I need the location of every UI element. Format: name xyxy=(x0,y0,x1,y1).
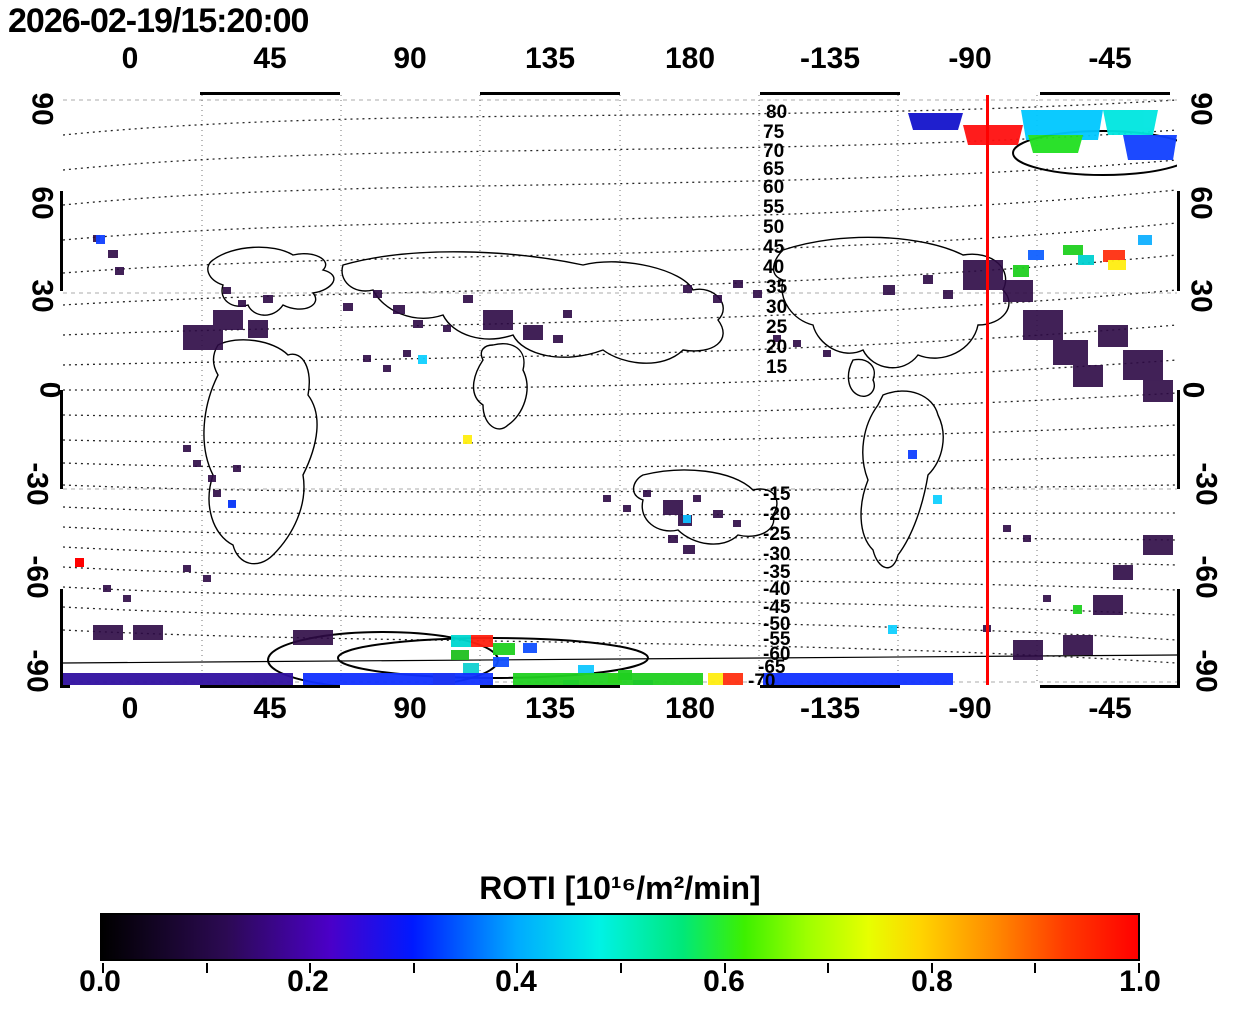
colorbar-tick-labels: 0.0 0.2 0.4 0.6 0.8 1.0 xyxy=(100,965,1140,1009)
meridian-reference-line xyxy=(986,95,989,685)
left-axis-ticks: 90 60 30 0 -30 -60 -90 xyxy=(0,92,58,688)
svg-text:20: 20 xyxy=(766,337,787,358)
legend-title: ROTI [10¹⁶/m²/min] xyxy=(0,870,1240,907)
world-map-canvas: 80 75 70 65 60 55 50 45 40 35 30 25 20 1… xyxy=(63,95,1177,685)
svg-text:-75: -75 xyxy=(733,684,761,685)
svg-text:-25: -25 xyxy=(763,524,791,545)
top-axis-ticks: 0 45 90 135 180 -135 -90 -45 xyxy=(60,42,1180,76)
svg-text:50: 50 xyxy=(763,217,784,238)
svg-text:60: 60 xyxy=(763,177,784,198)
svg-text:15: 15 xyxy=(766,357,788,378)
svg-text:-15: -15 xyxy=(763,484,791,505)
svg-text:75: 75 xyxy=(763,122,785,143)
svg-text:30: 30 xyxy=(766,297,787,318)
svg-text:25: 25 xyxy=(766,317,788,338)
svg-text:40: 40 xyxy=(763,257,784,278)
svg-text:45: 45 xyxy=(763,237,785,258)
svg-text:-70: -70 xyxy=(748,671,775,685)
bottom-axis-ticks: 0 45 90 135 180 -135 -90 -45 xyxy=(60,692,1180,726)
roti-legend: ROTI [10¹⁶/m²/min] 0.0 0.2 0.4 0.6 0.8 1… xyxy=(0,870,1240,1009)
svg-text:-20: -20 xyxy=(763,504,790,525)
svg-text:55: 55 xyxy=(763,197,785,218)
svg-text:80: 80 xyxy=(766,102,787,123)
roti-colorbar xyxy=(100,913,1140,961)
right-axis-ticks: 90 60 30 0 -30 -60 -90 xyxy=(1184,92,1240,688)
page-title: 2026-02-19/15:20:00 xyxy=(8,2,308,41)
svg-text:35: 35 xyxy=(766,277,788,298)
